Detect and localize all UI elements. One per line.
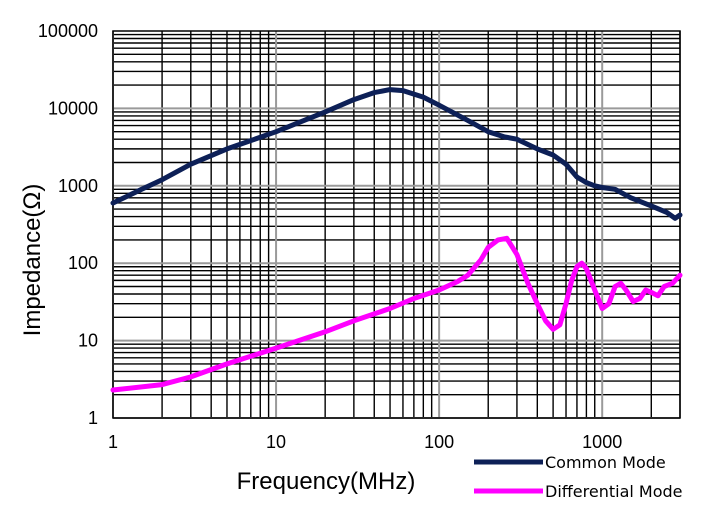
x-tick-label: 10 bbox=[266, 432, 286, 452]
x-tick-label: 1 bbox=[108, 432, 118, 452]
legend-label-differential-mode: Differential Mode bbox=[545, 482, 683, 501]
y-axis-title: Impedance(Ω) bbox=[19, 184, 46, 337]
y-tick-label: 1000 bbox=[58, 176, 98, 196]
series-line-common-mode bbox=[110, 87, 683, 221]
y-tick-label: 100000 bbox=[38, 21, 98, 41]
y-tick-label: 10 bbox=[78, 331, 98, 351]
legend: Common Mode Differential Mode bbox=[474, 453, 683, 501]
legend-label-common-mode: Common Mode bbox=[545, 453, 666, 472]
plot-frame bbox=[112, 30, 681, 419]
minor-gridlines bbox=[113, 31, 681, 418]
series-layer bbox=[110, 87, 683, 393]
y-tick-label: 10000 bbox=[48, 98, 98, 118]
x-tick-labels: 1 10 100 1000 bbox=[108, 432, 622, 452]
major-gridlines bbox=[112, 30, 681, 419]
x-axis-title: Frequency(MHz) bbox=[237, 468, 416, 495]
y-tick-labels: 1 10 100 1000 10000 100000 bbox=[38, 21, 98, 428]
y-tick-label: 1 bbox=[88, 408, 98, 428]
x-tick-label: 1000 bbox=[582, 432, 622, 452]
x-tick-label: 100 bbox=[424, 432, 454, 452]
series-line-differential-mode bbox=[110, 235, 683, 393]
y-tick-label: 100 bbox=[68, 253, 98, 273]
